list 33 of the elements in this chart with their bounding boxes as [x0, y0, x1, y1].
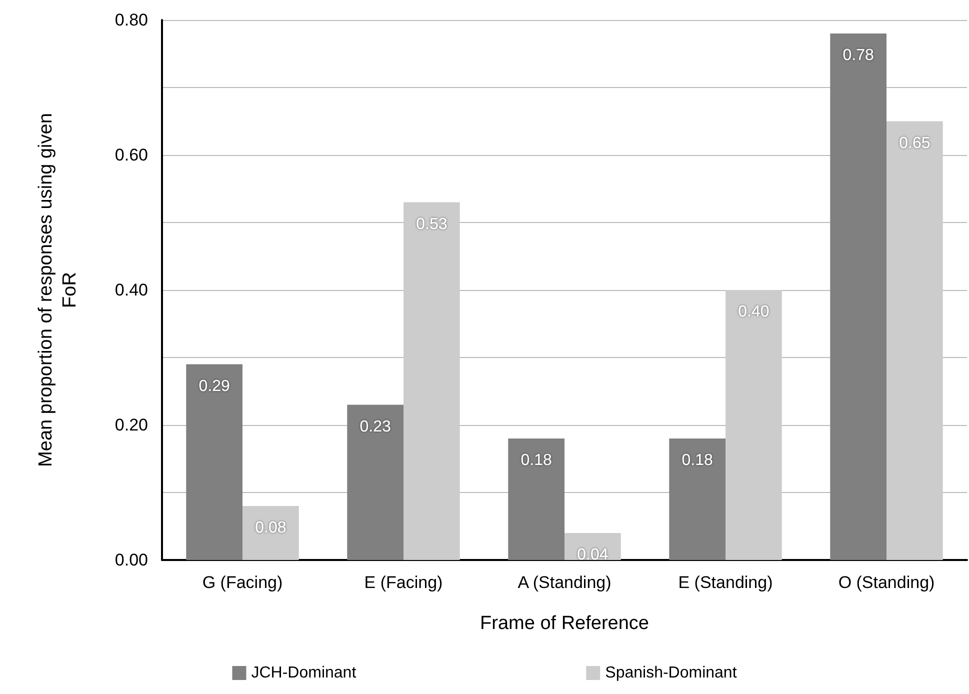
- bar: [726, 290, 782, 560]
- y-tick-label: 0.60: [114, 146, 148, 164]
- data-label: 0.23: [360, 418, 391, 436]
- bar: [404, 202, 460, 560]
- x-tick-label: E (Facing): [364, 573, 443, 592]
- y-axis-title: Mean proportion of responses using given FoR: [36, 113, 80, 467]
- bar: [886, 121, 943, 560]
- data-label: 0.18: [682, 452, 713, 469]
- bar: [564, 533, 621, 560]
- bar: [347, 404, 404, 560]
- y-tick-label: 0.00: [114, 550, 148, 570]
- bar: [669, 438, 726, 560]
- data-label: 0.65: [899, 134, 930, 152]
- bar: [186, 364, 242, 560]
- data-label: 0.29: [198, 378, 230, 395]
- y-tick-label: 0.40: [114, 280, 148, 300]
- y-tick-label: 0.20: [114, 416, 148, 434]
- data-label: 0.40: [738, 304, 770, 320]
- bar: [242, 506, 299, 560]
- data-label: 0.78: [842, 47, 874, 64]
- data-label: 0.18: [520, 452, 552, 469]
- bar: [508, 438, 564, 560]
- data-label: 0.53: [416, 216, 448, 233]
- data-label: 0.04: [577, 546, 608, 564]
- bar: [830, 34, 886, 560]
- x-tick-label: A (Standing): [518, 573, 612, 592]
- legend-label: Spanish-Dominant: [605, 664, 738, 682]
- x-tick-label: O (Standing): [838, 573, 935, 592]
- y-tick-label: 0.80: [114, 10, 148, 30]
- x-tick-label: G (Facing): [202, 573, 283, 592]
- x-axis-title: Frame of Reference: [480, 613, 649, 634]
- x-tick-label: E (Standing): [678, 573, 773, 592]
- legend-label: JCH-Dominant: [251, 664, 357, 682]
